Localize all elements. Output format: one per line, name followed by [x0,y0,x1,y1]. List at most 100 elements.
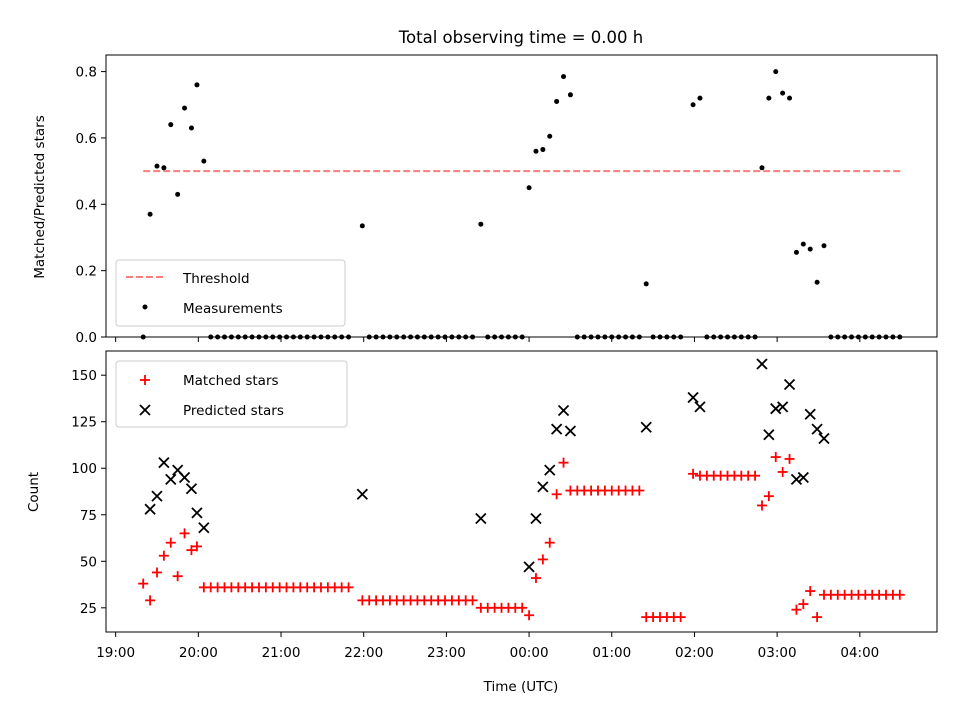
predicted-star-point [770,403,782,415]
measurement-point [664,334,670,340]
matched-star-point [343,582,354,593]
predicted-star-point [475,512,487,525]
x-tick-label: 04:00 [840,645,879,661]
top-legend-box [115,259,346,327]
measurement-point [311,334,317,340]
matched-star-point [191,541,202,552]
measurement-point [478,221,484,227]
measurement-point [780,90,786,96]
bottom-y-tick-label: 100 [71,461,97,477]
measurement-point [883,334,889,340]
measurement-point [256,334,262,340]
measurement-point [235,334,241,340]
measurement-point [512,334,518,340]
measurement-point [731,334,737,340]
x-tick-label: 03:00 [758,645,797,661]
measurement-point [304,334,310,340]
measurement-point [561,74,567,80]
matched-star-point [524,610,535,621]
top-legend: Threshold Measurements [115,259,346,327]
matched-star-point [675,612,686,623]
measurement-point [270,334,276,340]
predicted-star-point [530,512,542,525]
predicted-star-point [191,507,203,519]
measurement-point [290,334,296,340]
predicted-star-point [178,471,191,484]
matched-star-point [145,595,156,606]
matched-star-point [467,595,478,606]
predicted-star-point [777,401,789,413]
predicted-star-point [783,378,796,391]
x-tick-label: 00:00 [510,645,549,661]
bottom-y-tick-label: 150 [71,368,97,384]
top-y-tick-label: 0.6 [76,131,97,147]
measurement-point [401,334,407,340]
measurement-point [414,334,420,340]
predicted-star-point [790,473,803,486]
measurement-point [339,334,345,340]
measurement-point [373,334,379,340]
measurement-point [194,82,200,88]
x-tick-label: 19:00 [96,645,135,661]
measurement-point [671,334,677,340]
measurement-point [263,334,269,340]
legend-predicted-swatch [139,404,151,416]
matched-star-point [812,612,823,623]
measurement-point [718,334,724,340]
measurement-point [678,334,684,340]
measurement-point [807,246,813,252]
legend-measurements-label: Measurements [183,301,283,317]
matched-star-point [179,528,190,539]
bottom-axes-frame [105,350,938,633]
measurement-point [697,95,703,101]
bottom-y-tick-label: 25 [80,601,97,617]
matched-star-point [186,545,197,556]
measurement-point [222,334,228,340]
matched-star-point [756,500,767,511]
measurement-point [793,249,799,255]
predicted-star-point [763,429,775,441]
measurement-point [759,165,765,171]
measurement-point [297,334,303,340]
measurement-point [897,334,903,340]
matched-star-point [544,537,555,548]
measurement-point [595,334,601,340]
legend-measurements-swatch [142,304,148,310]
top-y-axis-label: Matched/Predicted stars [32,115,48,278]
measurement-point [725,334,731,340]
measurement-point [643,281,649,287]
bottom-legend-box [115,360,348,428]
predicted-star-point [523,561,535,573]
measurement-point [554,98,560,104]
predicted-star-point [537,481,549,493]
measurement-point [616,334,622,340]
predicted-star-point [797,471,809,484]
matched-star-point [517,602,528,613]
measurement-point [862,334,868,340]
measurement-point [359,223,365,229]
measurement-point [147,211,153,217]
measurement-point [800,241,806,247]
measurement-point [366,334,372,340]
matched-star-point [750,470,761,481]
measurement-point [738,334,744,340]
measurement-point [540,147,546,153]
matched-star-point [172,571,183,582]
measurement-point [567,92,573,98]
matched-star-point [763,491,774,502]
matched-star-point [165,537,176,548]
measurement-point [588,334,594,340]
matched-star-point [791,604,802,615]
x-tick-label: 02:00 [675,645,714,661]
measurement-point [492,334,498,340]
matched-star-point [634,485,645,496]
measurement-point [215,334,221,340]
predicted-star-point [198,522,210,534]
measurement-point [394,334,400,340]
predicted-star-point [151,490,163,502]
matched-star-point [530,573,541,584]
measurement-point [408,334,414,340]
predicted-star-point [551,423,563,435]
legend-matched-swatch [140,375,150,385]
